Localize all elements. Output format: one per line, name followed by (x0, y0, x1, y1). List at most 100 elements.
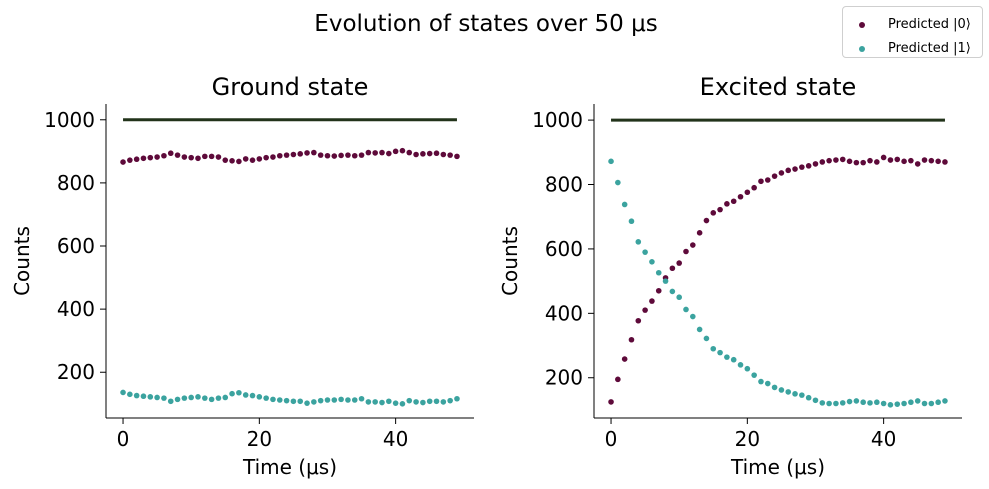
data-point (242, 392, 249, 398)
data-point (846, 158, 853, 165)
data-point (413, 399, 419, 405)
data-point (914, 161, 921, 167)
data-point (399, 147, 406, 154)
data-point (887, 157, 894, 163)
data-point (447, 152, 453, 158)
data-point (730, 356, 737, 363)
data-point (365, 149, 372, 156)
data-point (683, 248, 689, 255)
x-tick-label: 0 (605, 427, 618, 451)
data-point (140, 155, 147, 162)
data-point (703, 335, 710, 342)
data-point (263, 154, 269, 161)
data-point (447, 397, 453, 404)
data-point (778, 170, 785, 176)
data-point (133, 392, 140, 399)
legend: Predicted |0⟩ Predicted |1⟩ (842, 6, 983, 58)
data-point (426, 150, 433, 157)
data-point (433, 150, 440, 157)
data-point (819, 400, 826, 406)
data-point (771, 384, 778, 391)
data-point (420, 151, 426, 157)
data-point (317, 152, 324, 158)
data-point (420, 399, 426, 406)
series-predicted-0 (608, 154, 948, 405)
data-point (167, 398, 174, 405)
data-point (229, 158, 235, 164)
data-point (454, 153, 460, 160)
data-point (379, 399, 385, 406)
y-tick-label: 800 (57, 171, 95, 195)
data-point (608, 158, 614, 165)
data-point (901, 158, 907, 165)
data-point (764, 177, 771, 183)
data-point (202, 153, 208, 160)
data-point (771, 173, 778, 179)
data-point (147, 394, 154, 400)
data-point (751, 372, 757, 378)
data-point (174, 152, 181, 158)
data-point (304, 400, 310, 406)
data-point (737, 362, 744, 368)
data-point (942, 398, 948, 404)
data-point (812, 397, 819, 404)
data-point (839, 156, 846, 163)
data-point (921, 400, 928, 407)
data-point (270, 396, 276, 403)
x-tick-label: 20 (247, 427, 272, 451)
data-point (276, 152, 283, 159)
data-point (331, 397, 338, 403)
data-point (662, 278, 669, 284)
data-point (202, 395, 208, 401)
data-point (758, 178, 764, 185)
data-point (358, 152, 365, 158)
data-point (256, 156, 263, 162)
ground-state-panel: Ground state 200 400 600 800 1000 0 20 40 Time (μ… (10, 73, 474, 479)
data-point (683, 306, 689, 313)
data-point (867, 400, 873, 406)
data-point (833, 400, 839, 407)
data-point (778, 387, 785, 393)
data-point (140, 393, 147, 400)
data-point (127, 391, 133, 398)
legend-marker-predicted-1 (859, 46, 865, 52)
x-axis-label: Time (μs) (730, 455, 825, 479)
data-point (345, 152, 351, 158)
data-point (161, 395, 167, 401)
y-tick-label: 1000 (532, 108, 583, 132)
data-point (154, 394, 160, 401)
data-point (249, 157, 256, 163)
data-point (358, 395, 365, 402)
data-point (921, 157, 928, 163)
data-point (764, 380, 771, 387)
data-point (799, 164, 805, 170)
data-point (608, 399, 614, 405)
data-point (690, 313, 696, 320)
data-point (195, 394, 201, 400)
data-point (833, 157, 839, 163)
y-tick-label: 400 (545, 301, 583, 325)
x-axis-label: Time (μs) (242, 455, 337, 479)
data-point (894, 401, 901, 407)
data-point (317, 397, 324, 404)
data-point (440, 399, 447, 405)
data-point (392, 148, 399, 155)
data-point (860, 399, 866, 406)
data-point (710, 210, 717, 216)
data-point (222, 157, 229, 163)
data-point (615, 376, 621, 383)
data-point (338, 396, 344, 403)
data-point (928, 400, 935, 407)
data-point (628, 218, 635, 225)
data-point (826, 157, 832, 164)
data-point (345, 397, 351, 403)
data-point (283, 397, 290, 404)
data-point (642, 249, 648, 255)
data-point (154, 154, 160, 160)
legend-item-predicted-0: Predicted |0⟩ (843, 15, 982, 35)
y-tick-label: 400 (57, 297, 95, 321)
data-point (880, 400, 887, 407)
data-point (621, 356, 628, 362)
data-point (324, 152, 331, 159)
